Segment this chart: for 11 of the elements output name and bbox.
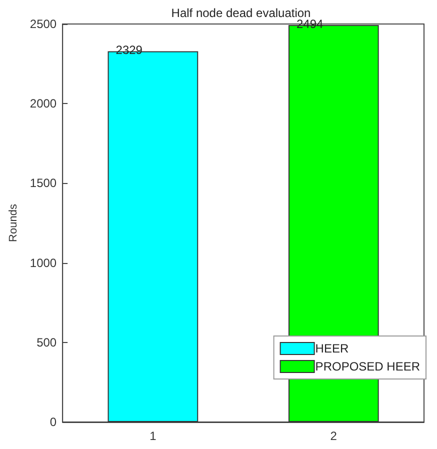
y-tick-label: 0 bbox=[50, 415, 57, 429]
y-tick-label: 1000 bbox=[30, 256, 57, 270]
legend-label: HEER bbox=[315, 342, 349, 356]
y-tick-label: 1500 bbox=[30, 176, 57, 190]
x-tick-label: 2 bbox=[330, 429, 338, 443]
y-tick-label: 2500 bbox=[30, 17, 57, 31]
legend-label: PROPOSED HEER bbox=[315, 360, 420, 374]
y-tick-label: 2000 bbox=[30, 96, 57, 111]
y-axis-title: Rounds bbox=[8, 204, 20, 242]
x-tick-label: 1 bbox=[150, 429, 157, 443]
y-tick-label: 500 bbox=[36, 335, 57, 350]
